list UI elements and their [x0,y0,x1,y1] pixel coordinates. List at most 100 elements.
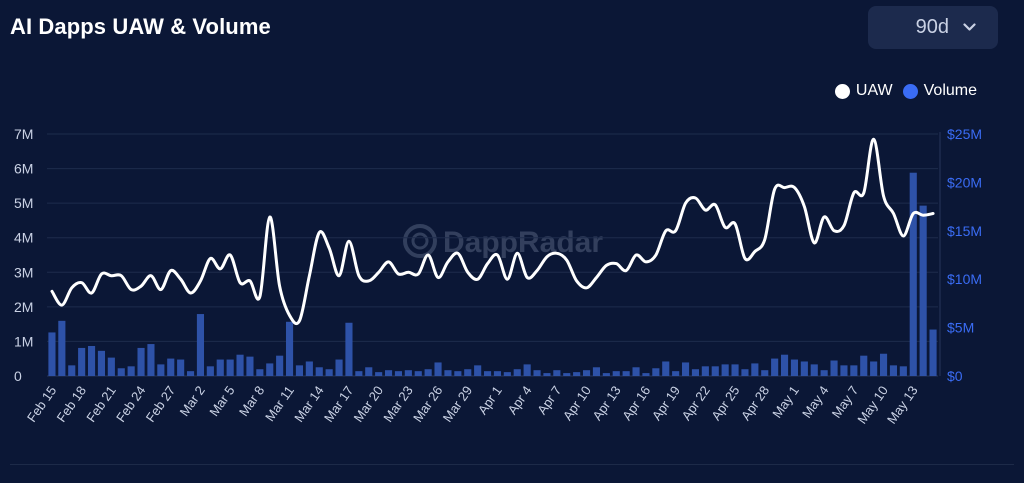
x-tick-label: Feb 27 [143,383,179,425]
volume-bar [58,320,66,376]
volume-bar [632,367,640,376]
time-range-dropdown[interactable]: 90d [868,6,998,49]
volume-bar [157,364,165,376]
volume-bar [820,370,828,376]
volume-bar [701,366,709,376]
x-tick-label: Mar 23 [380,383,415,425]
volume-bar [474,365,482,376]
volume-bar [167,358,175,376]
y-right-tick-$10M: $10M [947,271,982,287]
volume-bar [246,356,254,376]
x-tick-label: Apr 28 [738,383,772,423]
legend-label-volume: Volume [923,82,977,99]
volume-bar [592,367,601,376]
legend-item-volume[interactable]: Volume [902,82,977,100]
volume-bar [186,371,195,376]
volume-bar [483,371,492,376]
volume-bar [642,373,650,376]
volume-bar [563,373,571,376]
legend-label-uaw: UAW [855,82,893,99]
volume-bar [870,361,878,376]
volume-bar [652,368,660,376]
volume-bar [177,359,185,376]
volume-bar [860,355,868,376]
volume-bar [573,372,581,376]
volume-bar [830,360,838,376]
y-left-tick-3M: 3M [14,264,33,280]
x-tick-label: Apr 19 [649,383,683,423]
x-tick-label: Feb 18 [54,383,90,425]
chart-legend: UAW Volume [825,82,977,100]
volume-bar [97,350,106,376]
x-tick-label: May 1 [769,383,802,421]
x-tick-label: Mar 2 [177,383,208,419]
x-tick-label: Mar 14 [291,383,326,425]
volume-bar [800,361,808,376]
y-left-tick-7M: 7M [14,126,33,142]
x-tick-label: Feb 24 [113,383,149,425]
volume-bar [117,368,125,376]
x-tick-label: May 4 [799,383,832,421]
volume-bar [315,367,323,376]
y-left-tick-6M: 6M [14,161,33,177]
x-tick-label: Mar 26 [410,383,445,425]
volume-bar [790,359,799,376]
x-tick-label: Apr 22 [679,383,713,423]
volume-bar [137,347,145,376]
volume-bar [771,358,779,376]
y-right-tick-$20M: $20M [947,174,982,190]
volume-bar [206,366,214,376]
footer-divider [10,464,1014,465]
volume-bar [741,369,749,376]
volume-bar [434,362,442,376]
x-tick-label: Feb 21 [83,383,119,425]
x-tick-label: Feb 15 [24,383,60,425]
volume-bar [899,366,907,376]
volume-bar [711,366,719,376]
volume-bar [622,371,630,376]
x-tick-label: Apr 7 [534,383,564,417]
x-tick-label: Apr 1 [475,383,505,417]
volume-bar [424,369,432,376]
volume-bar [87,345,96,376]
volume-bar [523,364,531,376]
volume-bar [127,366,135,376]
volume-bar [919,205,927,376]
volume-bar [929,329,937,376]
y-right-tick-$15M: $15M [947,223,982,239]
volume-bar [256,369,264,376]
watermark-text: DappRadar [443,226,603,259]
volume-bar [305,361,313,376]
volume-bar [493,371,502,376]
legend-swatch-uaw [834,83,850,99]
volume-bar [731,364,739,376]
volume-bar [850,365,858,376]
volume-bar [602,373,610,376]
volume-bar [780,354,789,376]
volume-bar [266,363,274,376]
volume-bar [276,355,284,376]
volume-bar [840,365,848,376]
y-right-tick-$25M: $25M [947,126,982,142]
volume-bar [285,321,294,376]
chart-title: AI Dapps UAW & Volume [10,14,271,39]
y-right-tick-$5M: $5M [947,320,974,336]
volume-bar [216,359,224,376]
volume-bar [414,371,422,376]
volume-bar [810,364,818,376]
volume-bar [751,363,759,376]
volume-bar [375,372,383,376]
volume-bar [761,370,769,376]
volume-bar [335,359,343,376]
y-left-tick-0: 0 [14,368,22,384]
x-tick-label: May 13 [884,383,921,427]
volume-bar [355,371,363,376]
volume-bar [78,347,86,376]
uaw-line [50,137,935,325]
volume-bar [454,371,462,376]
volume-bar [345,322,353,376]
volume-bar [196,314,205,376]
volume-bar [533,370,541,376]
volume-bar [295,365,304,376]
legend-item-uaw[interactable]: UAW [834,82,893,100]
